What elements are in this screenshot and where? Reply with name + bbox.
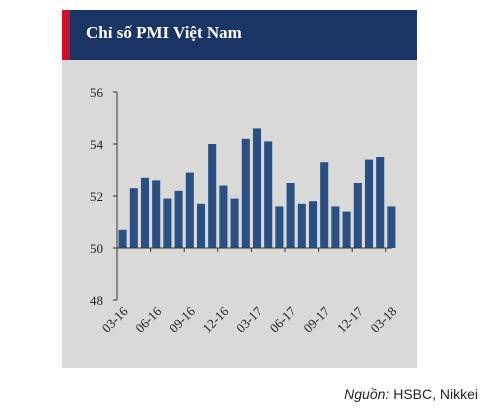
- bar: [353, 183, 362, 248]
- bar: [376, 157, 385, 248]
- chart-title-bar: Chỉ số PMI Việt Nam: [62, 10, 417, 60]
- bar: [118, 229, 127, 248]
- source-label: Nguồn:: [344, 386, 390, 402]
- bar: [129, 188, 138, 248]
- bar: [152, 180, 161, 248]
- bar: [140, 177, 150, 248]
- bar: [252, 128, 262, 248]
- x-tick-label: 12-17: [334, 303, 366, 335]
- y-tick-label: 54: [90, 137, 104, 152]
- x-tick-label: 03-17: [233, 303, 265, 335]
- bar: [297, 203, 306, 248]
- bar: [275, 206, 284, 248]
- source-note: Nguồn: HSBC, Nikkei: [344, 386, 478, 402]
- bar: [241, 138, 250, 248]
- x-tick-label: 06-17: [267, 303, 299, 335]
- bar: [208, 144, 217, 248]
- x-tick-label: 12-16: [199, 303, 231, 335]
- chart-panel: Chỉ số PMI Việt Nam 48 50 52 54 56 03-16 06-16…: [62, 10, 417, 368]
- x-tick-label: 06-16: [132, 303, 164, 335]
- bar-chart: 48 50 52 54 56 03-16 06-16 09-16 12-16 03-17 06-17…: [90, 85, 400, 336]
- bar: [196, 203, 206, 248]
- y-tick-label: 50: [90, 241, 103, 256]
- bar: [364, 159, 374, 248]
- x-tick-label: 09-16: [166, 303, 198, 335]
- source-value: HSBC, Nikkei: [393, 386, 478, 402]
- bar: [219, 185, 228, 248]
- bar: [308, 201, 318, 248]
- title-accent-stripe: [62, 10, 70, 60]
- x-tick-label: 09-17: [300, 303, 332, 335]
- bar: [320, 162, 329, 248]
- y-tick-label: 56: [90, 85, 104, 100]
- bar: [286, 183, 295, 248]
- bar: [387, 206, 396, 248]
- chart-title: Chỉ số PMI Việt Nam: [86, 23, 242, 42]
- bar: [230, 198, 239, 248]
- bar: [185, 172, 194, 248]
- x-tick-label: 03-16: [99, 303, 131, 335]
- bar: [264, 141, 273, 248]
- bar: [174, 190, 183, 248]
- x-tick-label: 03-18: [367, 304, 399, 336]
- y-tick-label: 52: [90, 189, 103, 204]
- bar: [163, 198, 172, 248]
- bar: [331, 206, 340, 248]
- y-tick-label: 48: [90, 293, 103, 308]
- bar: [342, 211, 351, 248]
